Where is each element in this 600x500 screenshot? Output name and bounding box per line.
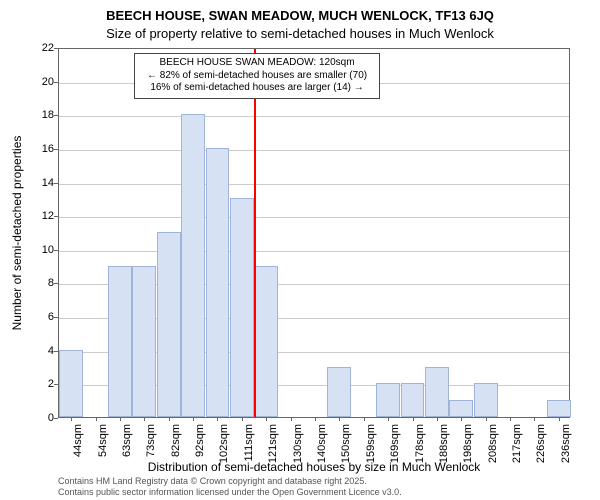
x-tick-label: 226sqm bbox=[535, 424, 547, 463]
histogram-bar bbox=[59, 350, 83, 417]
histogram-bar bbox=[230, 198, 254, 417]
y-tick-mark bbox=[54, 183, 58, 184]
x-tick-mark bbox=[388, 417, 389, 421]
footer-copyright-2: Contains public sector information licen… bbox=[58, 487, 402, 497]
y-tick-mark bbox=[54, 283, 58, 284]
x-tick-mark bbox=[534, 417, 535, 421]
x-tick-label: 92sqm bbox=[194, 424, 206, 457]
y-tick-mark bbox=[54, 82, 58, 83]
y-tick-label: 20 bbox=[24, 76, 54, 88]
x-tick-label: 236sqm bbox=[560, 424, 572, 463]
reference-line bbox=[254, 49, 256, 417]
y-tick-mark bbox=[54, 216, 58, 217]
x-tick-label: 102sqm bbox=[218, 424, 230, 463]
y-axis-label: Number of semi-detached properties bbox=[10, 48, 24, 418]
y-tick-mark bbox=[54, 351, 58, 352]
x-tick-label: 44sqm bbox=[72, 424, 84, 457]
histogram-bar bbox=[376, 383, 400, 417]
y-tick-label: 16 bbox=[24, 143, 54, 155]
y-tick-mark bbox=[54, 115, 58, 116]
x-tick-label: 188sqm bbox=[438, 424, 450, 463]
x-tick-mark bbox=[437, 417, 438, 421]
x-tick-mark bbox=[193, 417, 194, 421]
histogram-bar bbox=[327, 367, 351, 417]
y-tick-label: 2 bbox=[24, 378, 54, 390]
x-tick-mark bbox=[266, 417, 267, 421]
y-tick-label: 6 bbox=[24, 311, 54, 323]
y-tick-label: 0 bbox=[24, 412, 54, 424]
histogram-bar bbox=[206, 148, 230, 417]
x-tick-mark bbox=[315, 417, 316, 421]
x-tick-mark bbox=[120, 417, 121, 421]
x-tick-label: 217sqm bbox=[511, 424, 523, 463]
x-tick-label: 121sqm bbox=[267, 424, 279, 463]
x-tick-mark bbox=[71, 417, 72, 421]
grid-line bbox=[59, 251, 569, 252]
y-tick-mark bbox=[54, 149, 58, 150]
annotation-box: BEECH HOUSE SWAN MEADOW: 120sqm← 82% of … bbox=[134, 53, 380, 99]
y-tick-label: 4 bbox=[24, 345, 54, 357]
x-tick-mark bbox=[291, 417, 292, 421]
x-tick-label: 159sqm bbox=[365, 424, 377, 463]
histogram-bar bbox=[108, 266, 132, 417]
plot-area: BEECH HOUSE SWAN MEADOW: 120sqm← 82% of … bbox=[58, 48, 570, 418]
chart-title-sub: Size of property relative to semi-detach… bbox=[0, 26, 600, 41]
x-tick-mark bbox=[364, 417, 365, 421]
x-tick-mark bbox=[242, 417, 243, 421]
x-tick-mark bbox=[169, 417, 170, 421]
chart-title-main: BEECH HOUSE, SWAN MEADOW, MUCH WENLOCK, … bbox=[0, 8, 600, 23]
x-tick-mark bbox=[510, 417, 511, 421]
x-tick-label: 130sqm bbox=[292, 424, 304, 463]
x-tick-label: 63sqm bbox=[121, 424, 133, 457]
y-tick-label: 8 bbox=[24, 277, 54, 289]
x-tick-label: 82sqm bbox=[170, 424, 182, 457]
histogram-bar bbox=[181, 114, 205, 417]
x-tick-mark bbox=[339, 417, 340, 421]
x-tick-label: 178sqm bbox=[414, 424, 426, 463]
y-tick-label: 12 bbox=[24, 210, 54, 222]
annotation-line-1: BEECH HOUSE SWAN MEADOW: 120sqm bbox=[141, 57, 373, 70]
x-tick-label: 111sqm bbox=[243, 424, 255, 462]
histogram-bar bbox=[132, 266, 156, 417]
x-tick-label: 150sqm bbox=[340, 424, 352, 463]
x-tick-mark bbox=[413, 417, 414, 421]
histogram-bar bbox=[474, 383, 498, 417]
x-tick-label: 140sqm bbox=[316, 424, 328, 463]
x-tick-label: 208sqm bbox=[487, 424, 499, 463]
x-tick-mark bbox=[217, 417, 218, 421]
histogram-bar bbox=[547, 400, 571, 417]
y-tick-label: 14 bbox=[24, 177, 54, 189]
y-tick-mark bbox=[54, 418, 58, 419]
histogram-chart: BEECH HOUSE, SWAN MEADOW, MUCH WENLOCK, … bbox=[0, 0, 600, 500]
x-tick-label: 73sqm bbox=[145, 424, 157, 457]
x-tick-label: 54sqm bbox=[97, 424, 109, 457]
footer-copyright-1: Contains HM Land Registry data © Crown c… bbox=[58, 476, 367, 486]
grid-line bbox=[59, 217, 569, 218]
x-tick-mark bbox=[144, 417, 145, 421]
grid-line bbox=[59, 150, 569, 151]
x-tick-mark bbox=[559, 417, 560, 421]
y-tick-label: 18 bbox=[24, 109, 54, 121]
x-tick-label: 169sqm bbox=[389, 424, 401, 463]
histogram-bar bbox=[401, 383, 425, 417]
grid-line bbox=[59, 184, 569, 185]
histogram-bar bbox=[449, 400, 473, 417]
y-tick-mark bbox=[54, 48, 58, 49]
y-tick-label: 22 bbox=[24, 42, 54, 54]
x-tick-mark bbox=[96, 417, 97, 421]
histogram-bar bbox=[254, 266, 278, 417]
annotation-line-3: 16% of semi-detached houses are larger (… bbox=[141, 82, 373, 95]
y-tick-mark bbox=[54, 317, 58, 318]
grid-line bbox=[59, 116, 569, 117]
x-tick-mark bbox=[486, 417, 487, 421]
x-tick-mark bbox=[461, 417, 462, 421]
x-tick-label: 198sqm bbox=[462, 424, 474, 463]
y-tick-mark bbox=[54, 250, 58, 251]
y-tick-mark bbox=[54, 384, 58, 385]
annotation-line-2: ← 82% of semi-detached houses are smalle… bbox=[141, 70, 373, 83]
histogram-bar bbox=[157, 232, 181, 417]
y-tick-label: 10 bbox=[24, 244, 54, 256]
histogram-bar bbox=[425, 367, 449, 417]
